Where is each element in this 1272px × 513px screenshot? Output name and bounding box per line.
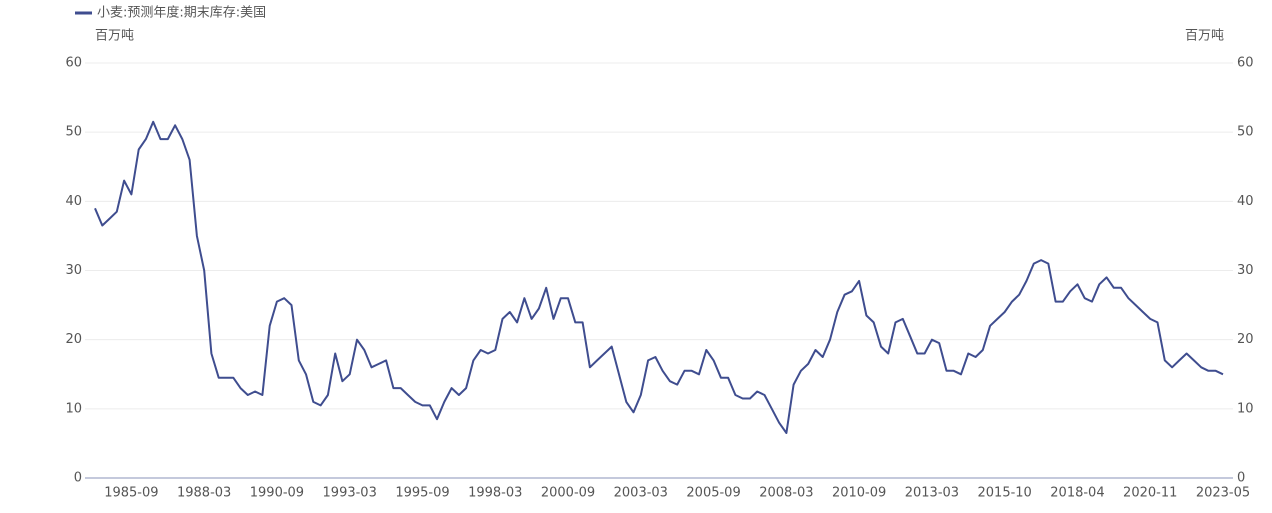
y2-tick-label: 20 bbox=[1237, 332, 1254, 347]
y2-tick-label: 50 bbox=[1237, 125, 1254, 140]
y2-tick-label: 60 bbox=[1237, 56, 1254, 71]
x-tick-label: 2008-03 bbox=[759, 486, 813, 501]
y-tick-label: 60 bbox=[65, 56, 82, 71]
x-tick-label: 1990-09 bbox=[250, 486, 304, 501]
y-tick-label: 40 bbox=[65, 194, 82, 209]
x-tick-label: 1985-09 bbox=[104, 486, 158, 501]
x-tick-label: 1988-03 bbox=[177, 486, 231, 501]
y-tick-label: 0 bbox=[74, 471, 82, 486]
x-tick-label: 2020-11 bbox=[1123, 486, 1177, 501]
x-tick-label: 2018-04 bbox=[1050, 486, 1104, 501]
y2-axis-unit: 百万吨 bbox=[1185, 29, 1224, 44]
series-line bbox=[94, 120, 1224, 434]
y-tick-label: 50 bbox=[65, 125, 82, 140]
y2-tick-label: 0 bbox=[1237, 471, 1245, 486]
x-tick-label: 1995-09 bbox=[395, 486, 449, 501]
x-tick-label: 2023-05 bbox=[1196, 486, 1250, 501]
x-tick-label: 1998-03 bbox=[468, 486, 522, 501]
y-tick-label: 10 bbox=[65, 401, 82, 416]
x-tick-label: 2005-09 bbox=[686, 486, 740, 501]
x-tick-label: 2003-03 bbox=[614, 486, 668, 501]
y2-tick-label: 30 bbox=[1237, 263, 1254, 278]
y-axis-unit: 百万吨 bbox=[95, 29, 134, 44]
y2-tick-label: 40 bbox=[1237, 194, 1254, 209]
x-tick-label: 1993-03 bbox=[323, 486, 377, 501]
x-tick-label: 2013-03 bbox=[905, 486, 959, 501]
x-tick-label: 2000-09 bbox=[541, 486, 595, 501]
x-tick-label: 2015-10 bbox=[978, 486, 1032, 501]
y-tick-label: 20 bbox=[65, 332, 82, 347]
y2-tick-label: 10 bbox=[1237, 401, 1254, 416]
x-tick-label: 2010-09 bbox=[832, 486, 886, 501]
y-tick-label: 30 bbox=[65, 263, 82, 278]
legend-label: 小麦:预测年度:期末库存:美国 bbox=[97, 5, 266, 21]
